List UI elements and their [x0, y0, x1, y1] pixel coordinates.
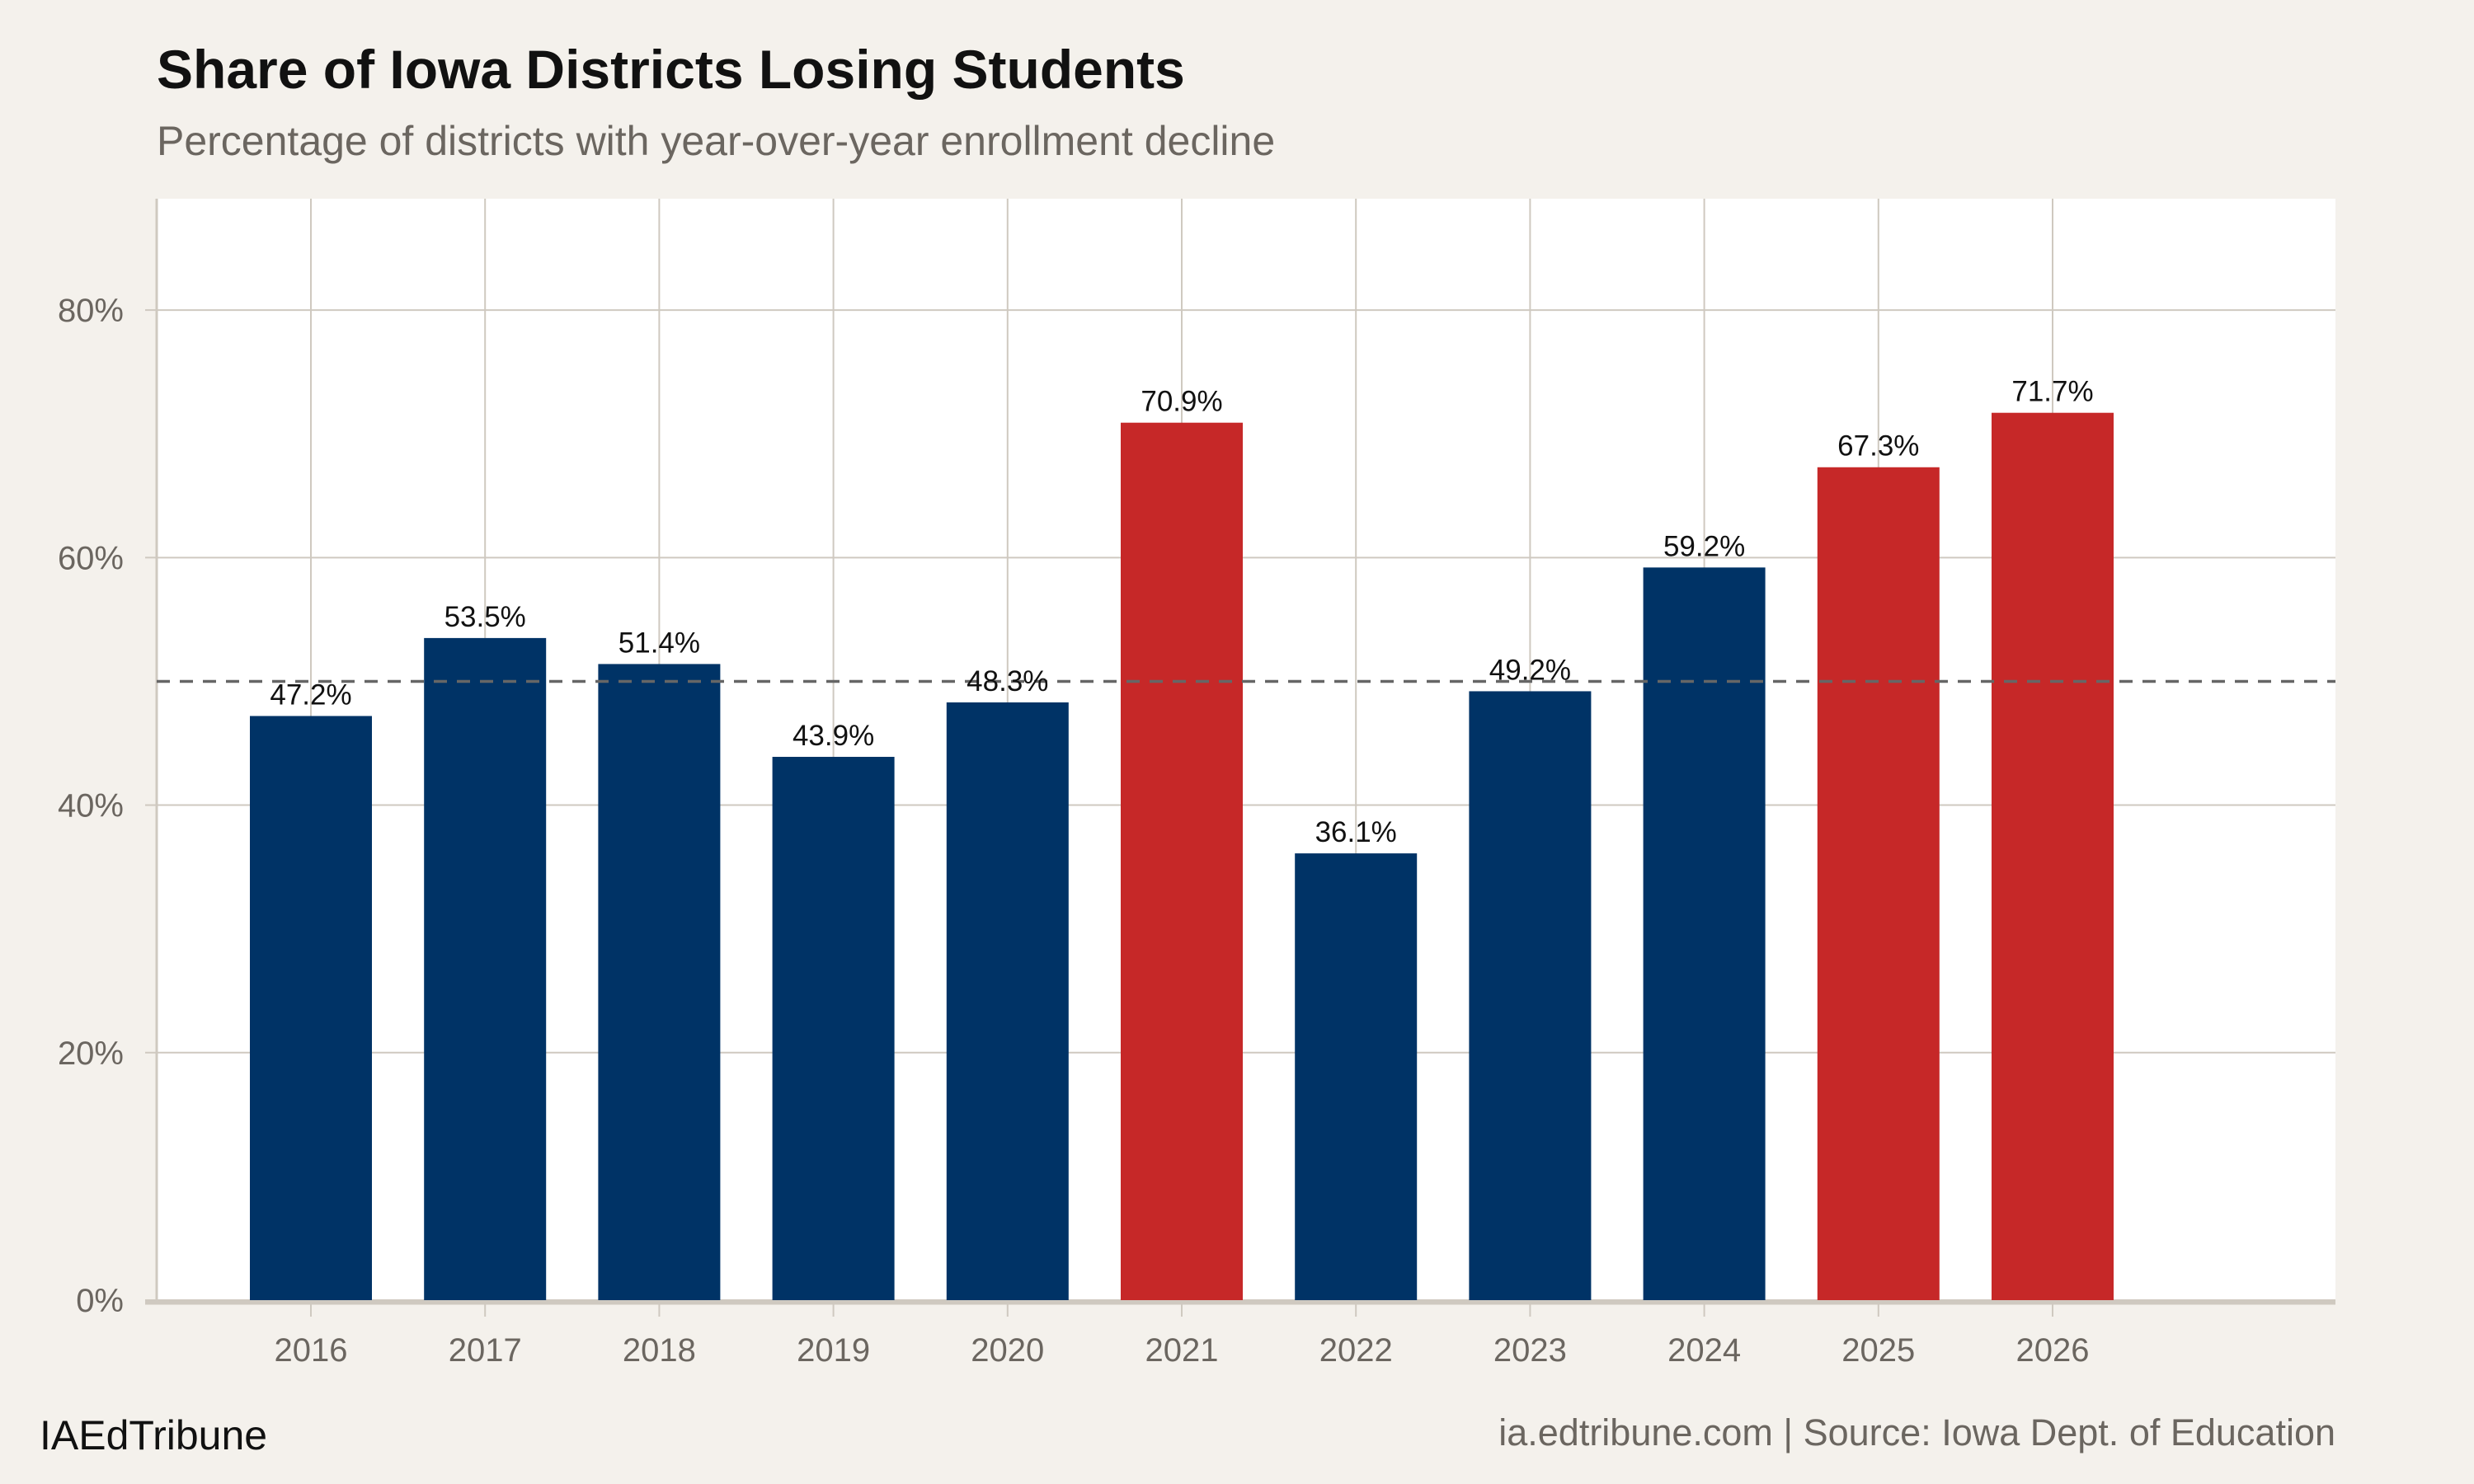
x-tick-label: 2016 [275, 1332, 348, 1369]
bar-2018 [598, 664, 721, 1300]
data-label: 67.3% [1837, 430, 1919, 463]
x-tick-label: 2020 [971, 1332, 1044, 1369]
bar-2021 [1121, 422, 1243, 1300]
x-tick-label: 2022 [1319, 1332, 1393, 1369]
data-label: 48.3% [967, 665, 1048, 697]
data-label: 43.9% [793, 720, 874, 752]
bar-2016 [250, 716, 372, 1300]
x-tick-label: 2019 [797, 1332, 870, 1369]
bar-2017 [424, 637, 547, 1300]
data-label: 36.1% [1315, 816, 1397, 848]
data-label: 70.9% [1141, 386, 1222, 418]
bar-2024 [1643, 567, 1766, 1300]
data-label: 59.2% [1663, 530, 1745, 562]
data-label: 51.4% [618, 627, 700, 659]
bar-2023 [1469, 691, 1592, 1300]
x-tick-label: 2024 [1667, 1332, 1741, 1369]
data-label: 49.2% [1489, 654, 1571, 686]
x-tick-label: 2026 [2016, 1332, 2090, 1369]
y-tick-label: 60% [58, 540, 124, 576]
chart-title: Share of Iowa Districts Losing Students [157, 39, 1185, 100]
data-label: 53.5% [444, 601, 526, 633]
y-tick-label: 80% [58, 293, 124, 329]
x-tick-label: 2021 [1145, 1332, 1219, 1369]
x-tick-label: 2018 [623, 1332, 696, 1369]
x-tick-label: 2025 [1841, 1332, 1915, 1369]
chart-subtitle: Percentage of districts with year-over-y… [157, 118, 1276, 164]
x-tick-label: 2017 [449, 1332, 522, 1369]
bar-2026 [1992, 412, 2114, 1301]
y-tick-label: 0% [76, 1283, 124, 1319]
y-tick-label: 40% [58, 788, 124, 824]
data-label: 47.2% [270, 679, 351, 711]
bar-2019 [772, 757, 895, 1300]
x-tick-label: 2023 [1493, 1332, 1567, 1369]
bar-2025 [1817, 467, 1940, 1300]
data-label: 71.7% [2011, 376, 2093, 408]
y-tick-label: 20% [58, 1036, 124, 1072]
source-caption: ia.edtribune.com | Source: Iowa Dept. of… [1498, 1411, 2335, 1453]
brand-logo-text: IAEdTribune [40, 1412, 268, 1458]
bar-2022 [1295, 853, 1418, 1300]
bar-2020 [946, 702, 1069, 1300]
